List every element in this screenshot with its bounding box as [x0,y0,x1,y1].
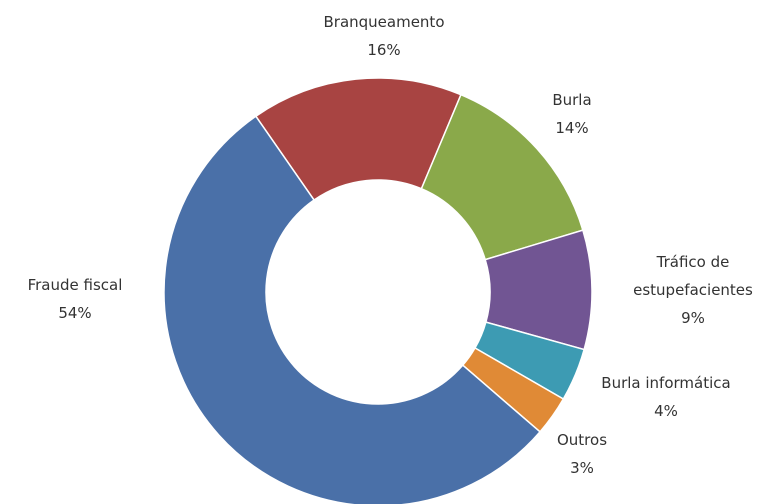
value-label: 9% [681,309,705,327]
category-name: Outros [556,431,608,449]
slice-label: Branqueamento 16% [284,8,484,64]
value-label: 4% [654,402,678,420]
value-label: 3% [570,459,594,477]
value-label: 14% [555,119,589,137]
category-name: Burla informática [601,374,731,392]
donut-slice [163,115,542,504]
slice-label: Burla 14% [512,86,632,142]
slice-label: Burla informática 4% [576,369,756,425]
slice-label: Fraude fiscal 54% [5,271,145,327]
slice-label: Tráfico de estupefacientes 9% [618,248,768,332]
slice-label: Outros 3% [532,426,632,482]
donut-slice [254,77,462,202]
category-name: Branqueamento [323,13,445,31]
value-label: 16% [367,41,401,59]
category-name: Burla [552,91,592,109]
value-label: 54% [58,304,92,322]
category-name: Fraude fiscal [27,276,123,294]
category-name: Tráfico de estupefacientes [633,253,753,299]
